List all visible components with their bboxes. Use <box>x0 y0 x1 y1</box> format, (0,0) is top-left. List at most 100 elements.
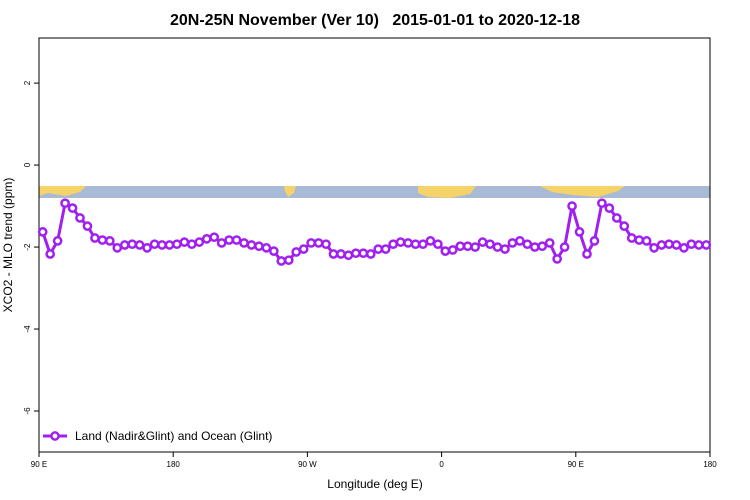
data-point <box>679 243 689 253</box>
data-point <box>321 239 331 250</box>
chart-title: 20N-25N November (Ver 10) 2015-01-01 to … <box>170 12 580 29</box>
data-point <box>269 246 279 256</box>
map-strip <box>39 186 710 198</box>
data-point <box>328 249 339 259</box>
data-point <box>373 244 384 254</box>
data-point <box>470 242 480 252</box>
data-point <box>52 236 63 246</box>
data-point <box>395 237 406 247</box>
data-point <box>306 238 316 248</box>
data-point <box>276 256 287 266</box>
legend-label: Land (Nadir&Glint) and Ocean (Glint) <box>75 429 272 443</box>
data-point <box>567 201 577 211</box>
data-point <box>119 240 130 250</box>
data-point <box>671 240 682 250</box>
data-point <box>477 237 488 247</box>
data-point <box>544 238 555 248</box>
data-point <box>447 245 458 255</box>
x-tick-label: 90 W <box>298 460 317 469</box>
data-point <box>67 203 78 213</box>
x-tick-label: 0 <box>439 460 444 469</box>
data-point <box>492 242 503 252</box>
data-point <box>403 238 413 248</box>
data-point <box>283 255 294 266</box>
data-point <box>358 248 369 259</box>
data-point <box>37 227 48 237</box>
data-point <box>186 239 197 250</box>
data-point <box>157 240 167 250</box>
data-point <box>201 234 212 244</box>
x-tick-label: 180 <box>703 460 717 469</box>
data-point <box>224 235 234 245</box>
data-point <box>112 243 123 253</box>
data-point <box>619 221 630 231</box>
data-point <box>604 203 615 213</box>
data-point <box>172 239 182 250</box>
data-point <box>142 243 152 253</box>
data-point <box>254 241 264 252</box>
data-point <box>597 198 607 209</box>
data-point <box>522 239 533 250</box>
data-point <box>246 240 257 250</box>
y-tick-label: -4 <box>23 325 32 333</box>
data-point <box>559 242 570 252</box>
data-point <box>216 238 227 248</box>
data-point <box>425 236 436 246</box>
data-point <box>298 244 309 254</box>
data-point <box>485 239 495 250</box>
data-point <box>582 249 592 259</box>
data-point <box>97 235 108 245</box>
data-point <box>45 249 56 259</box>
data-point <box>515 236 525 246</box>
y-tick-label: -6 <box>23 407 32 415</box>
y-tick-label: 0 <box>23 162 32 167</box>
data-point <box>179 237 190 247</box>
x-tick-label: 90 E <box>31 460 47 469</box>
data-point <box>418 239 428 250</box>
data-point <box>686 239 697 250</box>
y-tick-label: 2 <box>23 80 32 85</box>
data-point <box>343 250 354 261</box>
data-point <box>634 235 645 245</box>
x-axis-label: Longitude (deg E) <box>327 477 422 491</box>
data-point <box>611 213 622 223</box>
data-point <box>433 239 443 250</box>
y-tick-label: -2 <box>23 243 32 251</box>
data-point <box>104 236 115 246</box>
data-point <box>574 227 585 237</box>
data-point <box>552 254 563 264</box>
data-point <box>75 213 85 223</box>
data-point <box>231 235 242 245</box>
y-axis-label: XCO2 - MLO trend (ppm) <box>1 178 15 313</box>
data-point <box>60 198 70 209</box>
data-point <box>440 246 451 256</box>
data-point <box>462 241 473 252</box>
data-point <box>388 239 398 250</box>
data-point <box>664 239 674 250</box>
data-point <box>693 240 704 250</box>
data-point <box>291 247 302 257</box>
data-point <box>380 244 391 254</box>
data-point <box>90 233 100 243</box>
data-point <box>313 238 324 248</box>
data-point <box>500 244 510 254</box>
x-tick-label: 180 <box>167 460 181 469</box>
data-point <box>365 249 376 259</box>
x-tick-label: 90 E <box>568 460 584 469</box>
data-point <box>701 240 712 250</box>
data-point <box>209 232 220 243</box>
data-point <box>82 221 93 231</box>
data-point <box>537 241 548 252</box>
data-point <box>261 243 272 253</box>
data-point <box>164 240 175 250</box>
data-point <box>134 240 145 250</box>
data-point <box>455 241 466 252</box>
data-point <box>589 236 600 246</box>
data-point <box>626 233 637 243</box>
data-point <box>127 239 138 250</box>
data-point <box>336 249 346 259</box>
legend-marker <box>50 431 60 441</box>
data-point <box>351 248 361 259</box>
data-point <box>507 238 518 248</box>
